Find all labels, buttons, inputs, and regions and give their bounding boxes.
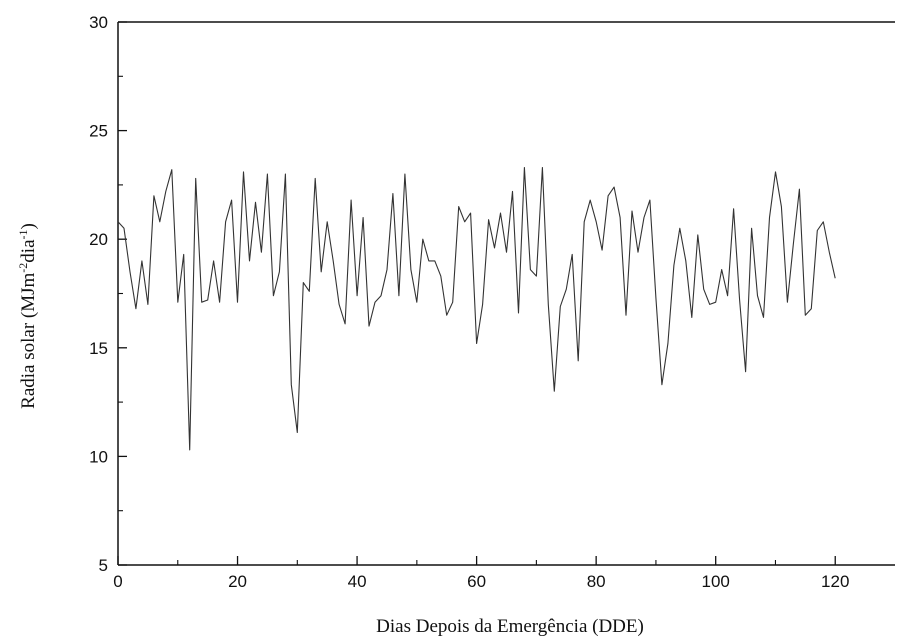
series-layer	[117, 166, 836, 451]
y-tick-label: 20	[89, 230, 108, 249]
y-tick-label: 15	[89, 339, 108, 358]
y-axis-title: Radia solar (MJm-2dia-1)	[16, 223, 39, 409]
x-ticks: 0 20 40 60 80 100 120	[113, 556, 849, 591]
x-tick-label: 120	[821, 572, 849, 591]
y-tick-label: 30	[89, 13, 108, 32]
y-tick-label: 10	[89, 447, 108, 466]
y-tick-label: 5	[99, 556, 108, 575]
x-tick-label: 40	[348, 572, 367, 591]
y-tick-label: 25	[89, 122, 108, 141]
x-tick-label: 0	[113, 572, 122, 591]
y-axis-title-sup2: -1	[16, 229, 30, 239]
x-tick-label: 60	[467, 572, 486, 591]
x-axis-title: Dias Depois da Emergência (DDE)	[376, 616, 644, 637]
series-line-0	[117, 166, 836, 451]
y-axis-title-suffix: )	[18, 223, 39, 229]
x-tick-label: 20	[228, 572, 247, 591]
y-axis-title-sup1: -2	[16, 263, 30, 273]
y-ticks: 5 10 15 20 25 30	[89, 13, 127, 575]
x-tick-label: 100	[702, 572, 730, 591]
y-axis-title-middle: dia	[18, 239, 39, 263]
y-axis-title-prefix: Radia solar (MJm	[18, 272, 39, 408]
plot-frame	[117, 21, 895, 566]
x-tick-label: 80	[587, 572, 606, 591]
